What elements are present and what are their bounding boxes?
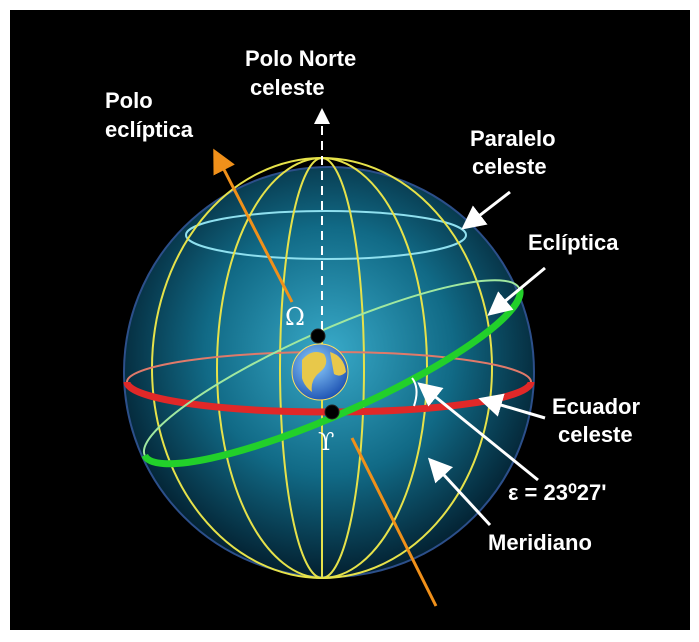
label: Meridiano <box>488 530 592 555</box>
label: celeste <box>472 154 547 179</box>
label: ε = 23⁰27' <box>508 480 607 505</box>
label: celeste <box>250 75 325 100</box>
label: Paralelo <box>470 126 556 151</box>
label: Polo <box>105 88 153 113</box>
node-ascending <box>311 329 325 343</box>
diagram: Polo Norte celeste Polo eclíptica Parale… <box>0 0 699 642</box>
node-vernal <box>325 405 339 419</box>
label: celeste <box>558 422 633 447</box>
symbol: ϒ <box>318 428 334 456</box>
label: Polo Norte <box>245 46 356 71</box>
symbol: Ω <box>285 303 305 331</box>
label: Ecuador <box>552 394 640 419</box>
label: Eclíptica <box>528 230 619 255</box>
label: eclíptica <box>105 117 194 142</box>
